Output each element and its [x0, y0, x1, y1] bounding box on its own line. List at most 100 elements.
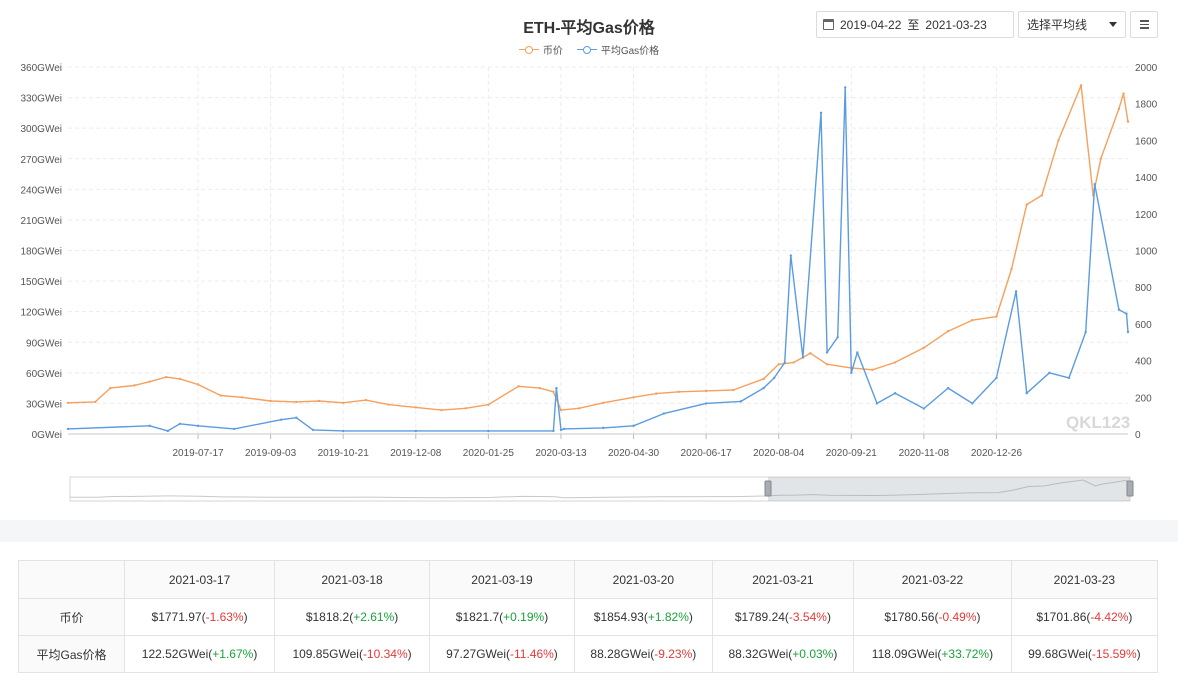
series-point-0 [995, 315, 998, 318]
table-cell: 97.27GWei(-11.46%) [428, 635, 576, 673]
x-tick-label: 2020-06-17 [681, 448, 733, 459]
table-date-header: 2021-03-23 [1010, 560, 1159, 599]
table-cell: $1854.93(+1.82%) [574, 598, 713, 636]
cell-change: -11.46% [509, 647, 554, 661]
series-point-0 [792, 361, 796, 364]
chart-panel: 0GWei 30GWei 60GWei 90GWei 120GWei 150GWei 180… [0, 0, 1178, 520]
zoom-handle[interactable] [1126, 480, 1134, 497]
series-point-1 [66, 427, 70, 431]
zoom-handle[interactable] [764, 480, 772, 497]
y-left-tick-label: 90GWei [26, 338, 62, 349]
date-range-picker[interactable]: 2019-04-22 至 2021-03-23 [816, 11, 1014, 38]
x-tick-label: 2019-12-08 [390, 448, 442, 459]
series-point-1 [819, 111, 823, 115]
legend-item-gas[interactable]: 平均Gas价格 [576, 42, 659, 57]
cell-value: $1854.93 [593, 610, 644, 624]
date-from[interactable]: 2019-04-22 [840, 17, 902, 32]
series-point-0 [552, 390, 555, 393]
series-point-0 [825, 363, 829, 366]
cell-change: +1.82% [647, 610, 689, 624]
series-point-0 [133, 384, 136, 387]
series-point-0 [165, 375, 168, 379]
series-point-0 [762, 377, 765, 381]
series-point-1 [1025, 392, 1028, 395]
cell-change: +33.72% [941, 647, 990, 661]
date-to[interactable]: 2021-03-23 [925, 17, 987, 32]
series-point-1 [233, 427, 236, 431]
series-point-0 [295, 400, 298, 404]
series-point-1 [995, 376, 998, 380]
watermark-logo: QKL123 [1066, 413, 1130, 432]
cell-value: $1821.7 [455, 610, 500, 624]
cell-change: -1.63% [205, 610, 244, 624]
series-point-1 [772, 376, 776, 380]
legend-item-price[interactable]: 币价 [518, 42, 563, 57]
series-point-1 [602, 426, 605, 430]
cell-change: +0.19% [503, 610, 545, 624]
series-line-0 [67, 84, 1129, 411]
cell-change: -15.59% [1091, 647, 1137, 661]
series-point-0 [196, 383, 200, 386]
y-left-tick-label: 300GWei [20, 124, 62, 135]
series-point-0 [342, 401, 345, 405]
y-left-tick-label: 60GWei [26, 369, 62, 380]
series-point-0 [517, 385, 520, 388]
series-point-1 [825, 351, 829, 354]
series-point-1 [893, 392, 897, 395]
cell-change: +1.67% [212, 647, 254, 661]
cell-value: $1789.24 [734, 610, 785, 624]
table-corner-cell [18, 560, 125, 599]
average-line-select-label: 选择平均线 [1027, 18, 1088, 32]
series-point-0 [414, 406, 417, 409]
x-tick-label: 2020-12-26 [971, 448, 1023, 459]
average-line-select[interactable]: 选择平均线 [1018, 11, 1126, 38]
series-point-1 [196, 424, 200, 428]
table-date-header: 2021-03-18 [274, 560, 430, 599]
cell-value: 109.85GWei [292, 647, 359, 661]
series-point-0 [1126, 120, 1130, 123]
series-point-0 [1099, 157, 1102, 160]
chart-controls: 2019-04-22 至 2021-03-23 选择平均线 [816, 11, 1158, 38]
series-point-1 [295, 416, 298, 419]
series-point-0 [677, 390, 681, 393]
series-point-1 [946, 386, 950, 390]
series-point-1 [311, 428, 315, 432]
cell-value: 122.52GWei [141, 647, 209, 661]
series-point-0 [777, 363, 780, 366]
y-right-tick-label: 1000 [1135, 247, 1158, 258]
table-cell: 122.52GWei(+1.67%) [123, 635, 276, 673]
series-point-0 [1122, 92, 1125, 95]
cell-change: +0.03% [792, 647, 834, 661]
caret-down-icon [1109, 22, 1117, 27]
chart-title: ETH-平均Gas价格 [523, 20, 655, 37]
x-tick-label: 2019-10-21 [318, 448, 370, 459]
series-point-1 [662, 412, 665, 415]
series-point-1 [555, 386, 558, 390]
series-point-0 [922, 346, 926, 349]
series-point-0 [871, 368, 874, 371]
legend-label-price: 币价 [542, 46, 563, 57]
series-point-1 [632, 424, 635, 428]
series-point-0 [1117, 107, 1121, 111]
series-point-1 [552, 429, 555, 433]
date-separator: 至 [907, 18, 920, 32]
cell-value: 88.32GWei [728, 647, 789, 661]
series-point-0 [538, 386, 541, 390]
y-left-tick-label: 180GWei [20, 247, 62, 258]
table-cell: 88.32GWei(+0.03%) [711, 635, 855, 673]
y-left-tick-label: 210GWei [20, 216, 62, 227]
y-right-tick-label: 0 [1135, 430, 1141, 441]
table-row-price: 币价 $1771.97(-1.63%) $1818.2(+2.61%) $1821.… [18, 598, 1159, 636]
series-point-1 [1125, 312, 1128, 315]
series-point-1 [783, 361, 786, 364]
series-point-0 [387, 403, 390, 406]
series-point-0 [440, 408, 443, 412]
menu-icon [1139, 20, 1149, 22]
table-date-header: 2021-03-20 [574, 560, 713, 599]
data-zoom-slider[interactable] [69, 476, 1134, 502]
chart-svg[interactable]: 0GWei 30GWei 60GWei 90GWei 120GWei 150GWei 180… [0, 0, 1178, 520]
cell-value: $1780.56 [884, 610, 935, 624]
menu-button[interactable] [1130, 11, 1158, 38]
series-point-0 [577, 407, 581, 410]
cell-value: 99.68GWei [1028, 647, 1088, 661]
